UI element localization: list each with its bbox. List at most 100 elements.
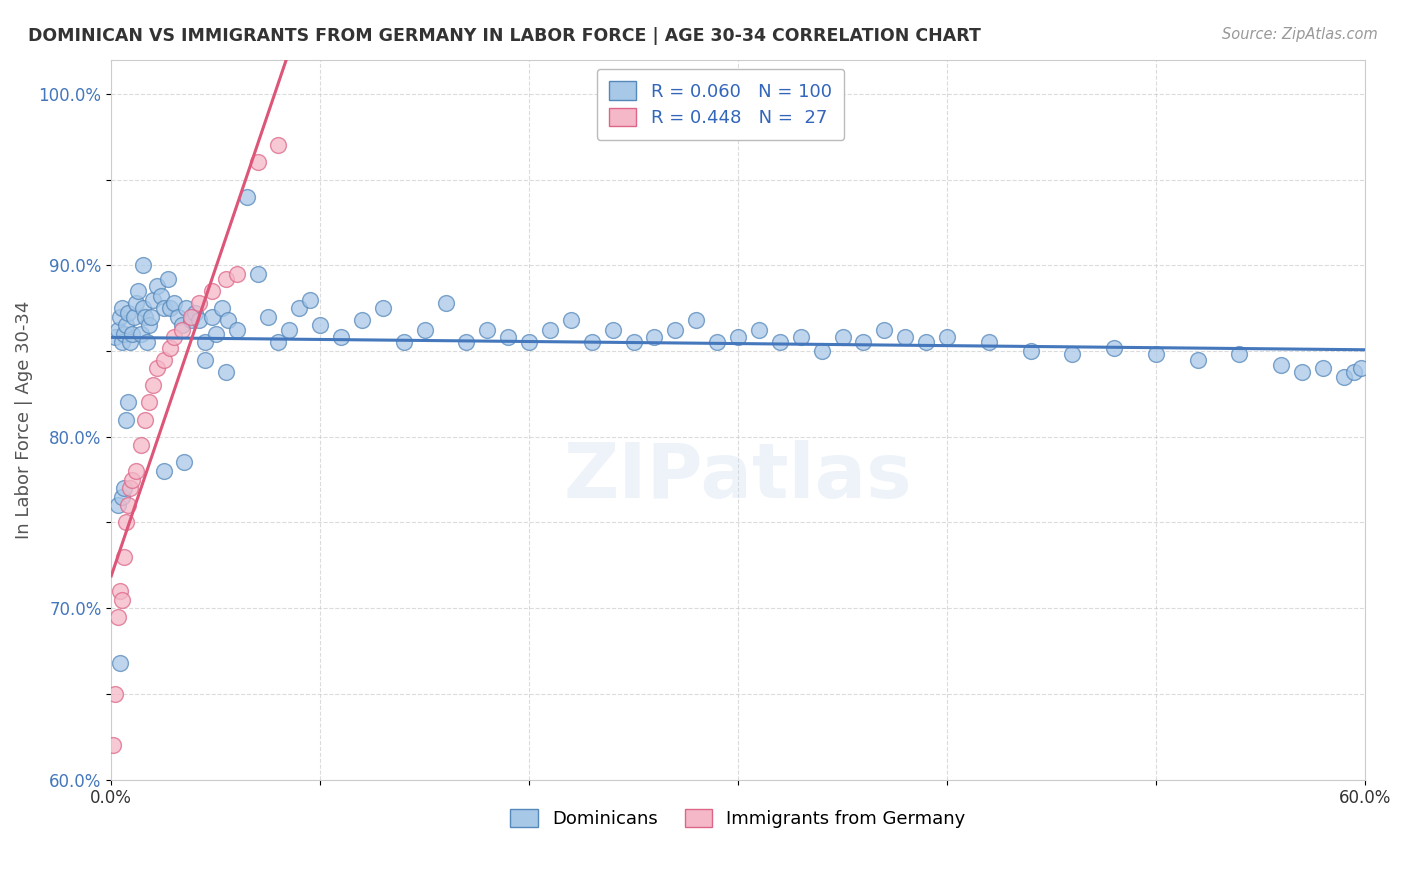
Point	[477, 323, 499, 337]
Point	[581, 335, 603, 350]
Point	[1291, 365, 1313, 379]
Point	[211, 301, 233, 315]
Point	[413, 323, 436, 337]
Point	[159, 301, 181, 315]
Point	[288, 301, 311, 315]
Point	[107, 323, 129, 337]
Point	[129, 326, 152, 341]
Point	[111, 592, 134, 607]
Point	[706, 335, 728, 350]
Point	[131, 258, 153, 272]
Point	[108, 656, 131, 670]
Point	[496, 330, 519, 344]
Point	[125, 464, 148, 478]
Point	[727, 330, 749, 344]
Point	[769, 335, 792, 350]
Point	[1229, 347, 1251, 361]
Point	[748, 323, 770, 337]
Point	[111, 301, 134, 315]
Point	[236, 190, 259, 204]
Point	[602, 323, 624, 337]
Point	[538, 323, 561, 337]
Point	[107, 609, 129, 624]
Point	[1333, 369, 1355, 384]
Point	[167, 310, 190, 324]
Point	[176, 301, 198, 315]
Point	[392, 335, 415, 350]
Point	[180, 313, 202, 327]
Point	[117, 306, 139, 320]
Point	[146, 361, 169, 376]
Point	[790, 330, 813, 344]
Point	[1350, 361, 1372, 376]
Point	[246, 155, 269, 169]
Point	[108, 584, 131, 599]
Point	[200, 310, 222, 324]
Point	[163, 330, 186, 344]
Point	[108, 310, 131, 324]
Text: Source: ZipAtlas.com: Source: ZipAtlas.com	[1222, 27, 1378, 42]
Legend: Dominicans, Immigrants from Germany: Dominicans, Immigrants from Germany	[503, 802, 973, 836]
Point	[120, 335, 142, 350]
Point	[225, 267, 247, 281]
Point	[852, 335, 875, 350]
Point	[138, 318, 160, 333]
Point	[977, 335, 1000, 350]
Point	[257, 310, 280, 324]
Point	[125, 296, 148, 310]
Point	[112, 481, 135, 495]
Point	[664, 323, 686, 337]
Point	[115, 516, 138, 530]
Point	[200, 284, 222, 298]
Point	[115, 318, 138, 333]
Point	[180, 310, 202, 324]
Point	[685, 313, 707, 327]
Point	[156, 272, 179, 286]
Point	[623, 335, 645, 350]
Point	[194, 352, 217, 367]
Point	[1102, 341, 1125, 355]
Point	[152, 352, 174, 367]
Point	[127, 284, 149, 298]
Text: ZIPatlas: ZIPatlas	[564, 441, 912, 514]
Point	[915, 335, 938, 350]
Point	[225, 323, 247, 337]
Point	[122, 310, 145, 324]
Point	[163, 296, 186, 310]
Point	[188, 296, 211, 310]
Point	[159, 341, 181, 355]
Point	[121, 473, 143, 487]
Point	[1144, 347, 1167, 361]
Point	[456, 335, 478, 350]
Point	[184, 306, 207, 320]
Point	[936, 330, 959, 344]
Point	[246, 267, 269, 281]
Point	[146, 279, 169, 293]
Point	[1062, 347, 1084, 361]
Point	[371, 301, 394, 315]
Point	[111, 335, 134, 350]
Point	[131, 301, 153, 315]
Point	[894, 330, 917, 344]
Point	[111, 490, 134, 504]
Point	[217, 313, 239, 327]
Point	[831, 330, 853, 344]
Point	[810, 344, 832, 359]
Point	[104, 687, 127, 701]
Point	[120, 481, 142, 495]
Point	[517, 335, 540, 350]
Point	[1019, 344, 1042, 359]
Point	[277, 323, 299, 337]
Point	[112, 326, 135, 341]
Point	[142, 378, 165, 392]
Point	[560, 313, 582, 327]
Point	[134, 310, 156, 324]
Point	[173, 455, 195, 469]
Point	[172, 318, 194, 333]
Point	[152, 464, 174, 478]
Point	[104, 330, 127, 344]
Point	[215, 365, 238, 379]
Point	[267, 138, 290, 153]
Point	[309, 318, 332, 333]
Y-axis label: In Labor Force | Age 30-34: In Labor Force | Age 30-34	[15, 301, 32, 539]
